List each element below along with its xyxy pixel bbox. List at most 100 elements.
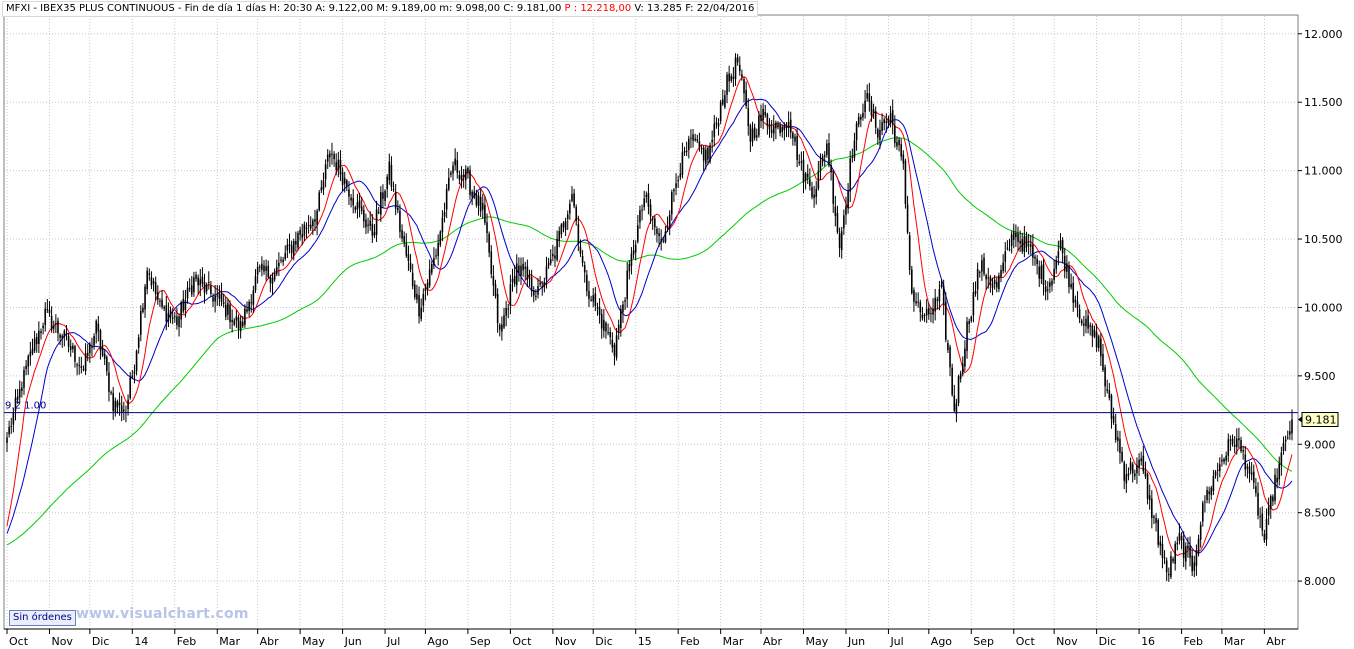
candle [843, 209, 845, 235]
candle-body [377, 211, 380, 213]
candle-body [698, 141, 701, 148]
candle-body [137, 337, 140, 348]
candle [1012, 223, 1015, 249]
candle [27, 354, 30, 375]
candle [397, 200, 399, 214]
candle-body [883, 119, 885, 123]
candle-body [777, 124, 779, 128]
candle [286, 238, 289, 258]
candle [1255, 478, 1257, 497]
candle-body [399, 210, 401, 232]
candle [620, 305, 622, 337]
h-label: H: [269, 3, 281, 14]
candle-body [658, 233, 660, 237]
candle-body [524, 267, 527, 269]
candle-body [1187, 545, 1189, 549]
candle [95, 319, 98, 344]
candle [135, 349, 138, 376]
candle-body [12, 412, 15, 425]
candle-body [227, 303, 229, 315]
candle-body [1029, 244, 1032, 247]
candle-body [609, 332, 612, 338]
candle-body [668, 214, 671, 229]
candle [74, 344, 76, 368]
candle [424, 283, 427, 301]
candle-body [620, 309, 622, 329]
candle-body [562, 222, 565, 228]
candle-body [84, 353, 87, 371]
candle [203, 273, 206, 304]
candle-body [624, 300, 626, 302]
candle [509, 274, 512, 315]
candle [108, 361, 110, 402]
candle [67, 333, 70, 353]
candle-body [545, 266, 548, 280]
candle-body [1019, 240, 1021, 244]
candle-body [792, 132, 794, 139]
candle [1235, 428, 1238, 455]
candle [753, 123, 756, 141]
candle-body [1274, 474, 1276, 501]
candle [127, 394, 129, 416]
candle-body [278, 262, 280, 267]
candle [1276, 468, 1278, 489]
candle-body [726, 74, 728, 95]
candle [711, 130, 713, 153]
candle-body [1165, 560, 1168, 573]
candle-body [1095, 332, 1098, 348]
candle-body [437, 242, 439, 256]
candle [18, 380, 21, 404]
candle [469, 165, 471, 200]
candle [624, 297, 626, 311]
candle [256, 261, 259, 284]
candle-body [173, 316, 176, 318]
candle-body [755, 135, 758, 138]
candle [437, 234, 439, 266]
candle [849, 150, 852, 203]
candle-body [86, 352, 89, 356]
candle [978, 270, 981, 278]
candle-body [1100, 338, 1102, 357]
candle-body [575, 207, 578, 221]
candle [91, 337, 93, 357]
candle-body [484, 204, 486, 223]
candle-body [702, 147, 705, 161]
candle-body [1017, 233, 1019, 242]
candle [1042, 259, 1045, 296]
candle-body [1068, 265, 1070, 288]
candle-body [422, 293, 425, 306]
candle [906, 195, 909, 235]
candle-body [677, 180, 679, 182]
candle [1027, 233, 1030, 255]
candle [573, 188, 575, 209]
candle-body [993, 280, 996, 284]
candle-body [40, 331, 42, 334]
orders-status-button[interactable]: Sin órdenes [9, 610, 76, 626]
candle [539, 276, 541, 288]
candle-body [1204, 501, 1206, 503]
candle-body [460, 174, 463, 180]
candle [405, 233, 408, 258]
candle [721, 89, 724, 106]
candle [919, 299, 922, 322]
candle-body [1046, 289, 1049, 291]
candle-body [995, 282, 998, 288]
candle-body [1144, 471, 1147, 477]
candle-body [335, 162, 338, 170]
candle-body [798, 161, 801, 164]
candle-body [486, 222, 488, 234]
candle-body [297, 232, 299, 248]
y-tick-label: 10.500 [1304, 233, 1343, 246]
candle [1221, 454, 1223, 467]
candle [284, 245, 287, 261]
candle [755, 128, 758, 141]
candle-body [537, 285, 539, 295]
candle [1110, 393, 1113, 429]
candle-body [1025, 235, 1028, 248]
candle [571, 186, 573, 203]
candle-body [796, 135, 798, 160]
candle [159, 298, 161, 308]
candle [902, 150, 905, 170]
candle [685, 141, 688, 157]
